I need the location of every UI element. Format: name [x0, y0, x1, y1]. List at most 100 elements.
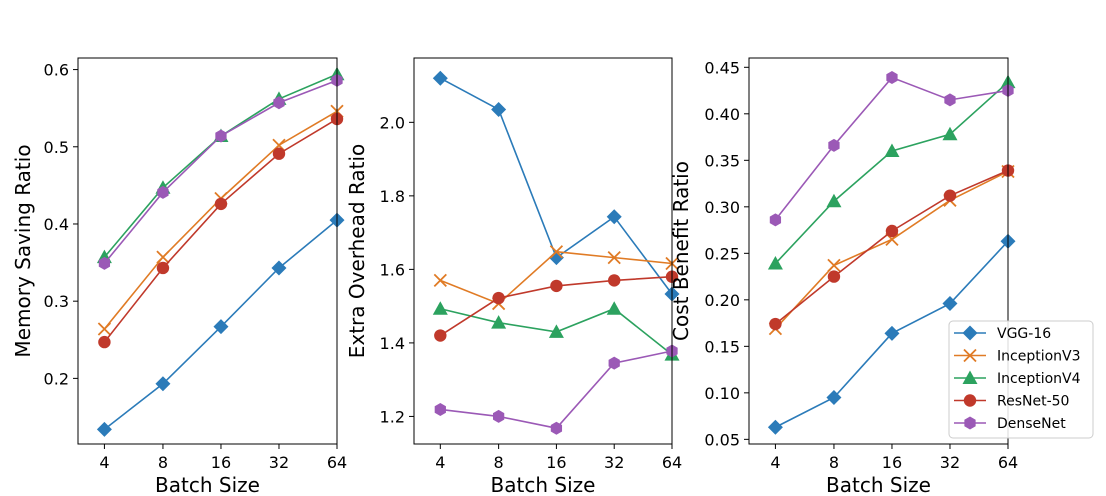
- series-vgg-16: [96, 212, 345, 437]
- data-point: [156, 250, 170, 264]
- series-line: [103, 79, 338, 264]
- y-tick-label: 2.0: [380, 113, 405, 132]
- legend-label: DenseNet: [997, 416, 1066, 432]
- data-point: [215, 129, 227, 143]
- data-point: [273, 96, 285, 110]
- legend-label: ResNet-50: [997, 394, 1069, 410]
- series-line: [103, 73, 338, 258]
- y-axis-label: Cost Benefit Ratio: [669, 161, 693, 341]
- y-tick-label: 0.15: [704, 337, 740, 356]
- series-resnet-50: [769, 164, 1015, 331]
- legend-entry-inceptionv3: InceptionV3: [954, 349, 1081, 365]
- series-line: [440, 350, 673, 430]
- data-point: [944, 93, 956, 107]
- x-tick-label: 8: [158, 453, 168, 472]
- y-tick-label: 1.4: [380, 334, 405, 353]
- series-resnet-50: [434, 270, 679, 342]
- x-axis-label: Batch Size: [826, 473, 931, 496]
- y-tick-label: 0.6: [44, 61, 69, 80]
- y-tick-label: 0.3: [44, 292, 69, 311]
- series-inceptionv4: [432, 301, 680, 361]
- y-axis-label: Extra Overhead Ratio: [345, 144, 369, 359]
- data-point: [606, 209, 622, 225]
- series-inceptionv3: [768, 164, 1015, 336]
- y-tick-label: 1.2: [380, 407, 405, 426]
- data-point: [550, 279, 563, 293]
- data-point: [271, 260, 287, 276]
- x-tick-label: 4: [99, 453, 109, 472]
- series-resnet-50: [98, 112, 344, 349]
- data-point: [767, 256, 783, 270]
- x-tick-label: 64: [327, 453, 347, 472]
- legend-marker: [964, 416, 976, 430]
- data-point: [156, 261, 170, 275]
- axes-frame: [748, 57, 1009, 445]
- legend-entry-vgg-16: VGG-16: [954, 325, 1051, 342]
- legend: VGG-16 InceptionV3 InceptionV4 ResNet-50 Den…: [948, 320, 1094, 439]
- data-point: [606, 301, 622, 315]
- series-inceptionv4: [767, 74, 1016, 270]
- axes-frame: [413, 57, 673, 445]
- legend-marker: [962, 370, 978, 384]
- x-tick-label: 64: [998, 453, 1018, 472]
- data-point: [550, 421, 563, 435]
- data-point: [826, 193, 842, 208]
- y-tick-label: 0.45: [704, 58, 740, 77]
- data-point: [548, 324, 564, 338]
- y-tick-label: 0.10: [704, 384, 740, 403]
- y-tick-label: 0.35: [704, 151, 740, 170]
- data-point: [885, 224, 899, 238]
- y-tick-label: 0.05: [704, 430, 740, 449]
- data-point: [491, 315, 507, 329]
- data-point: [767, 419, 783, 435]
- legend-label: VGG-16: [997, 326, 1051, 342]
- legend-marker: [962, 325, 978, 341]
- data-point: [432, 301, 448, 315]
- x-tick-label: 64: [662, 453, 682, 472]
- data-point: [213, 319, 229, 335]
- data-point: [886, 71, 898, 85]
- subplot-1: 4 8 16 32 64 0.2 0.3 0.4 0.5 0.6 Batch Size Memory …: [11, 57, 347, 496]
- data-point: [434, 329, 447, 342]
- data-point: [607, 250, 621, 265]
- x-tick-label: 16: [211, 453, 231, 472]
- legend-marker: [963, 348, 977, 363]
- y-tick-label: 1.8: [380, 187, 405, 206]
- y-tick-label: 0.25: [704, 244, 740, 263]
- legend-label: InceptionV4: [997, 371, 1081, 387]
- legend-box: [948, 320, 1094, 439]
- data-point: [98, 335, 111, 349]
- y-tick-label: 1.6: [380, 260, 405, 279]
- y-axis-label: Memory Saving Ratio: [11, 144, 35, 357]
- x-axis-label: Batch Size: [155, 473, 260, 496]
- x-tick-label: 16: [546, 453, 566, 472]
- legend-entry-resnet-50: ResNet-50: [954, 394, 1069, 410]
- data-point: [827, 258, 841, 273]
- x-tick-label: 32: [269, 453, 289, 472]
- series-line: [103, 118, 338, 343]
- x-tick-label: 4: [770, 453, 780, 472]
- data-point: [492, 409, 505, 423]
- series-densenet: [98, 73, 343, 270]
- x-tick-label: 32: [604, 453, 624, 472]
- data-point: [155, 376, 171, 392]
- series-inceptionv4: [96, 66, 345, 264]
- y-tick-label: 0.4: [44, 215, 69, 234]
- y-tick-label: 0.2: [44, 369, 69, 388]
- data-point: [608, 356, 620, 370]
- legend-entry-densenet: DenseNet: [954, 416, 1066, 432]
- data-point: [942, 126, 958, 141]
- legend-entry-inceptionv4: InceptionV4: [954, 370, 1081, 387]
- x-tick-label: 16: [882, 453, 902, 472]
- data-point: [492, 291, 505, 305]
- data-point: [98, 256, 111, 270]
- data-point: [434, 402, 446, 416]
- y-tick-label: 0.20: [704, 291, 740, 310]
- data-point: [433, 273, 447, 288]
- data-point: [769, 213, 782, 227]
- x-tick-label: 4: [435, 453, 445, 472]
- data-point: [157, 185, 169, 199]
- subplot-2: 4 8 16 32 64 1.2 1.4 1.6 1.8 2.0 Batch Size Extra O…: [345, 57, 682, 496]
- data-point: [97, 322, 112, 336]
